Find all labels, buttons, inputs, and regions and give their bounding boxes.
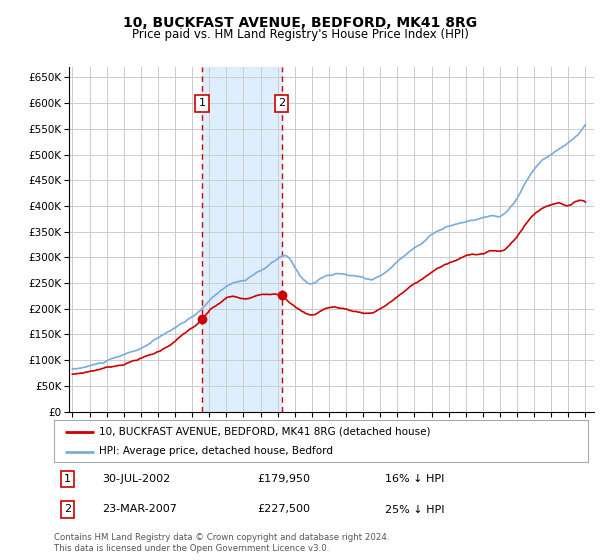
Text: 23-MAR-2007: 23-MAR-2007 — [102, 505, 177, 515]
Text: 10, BUCKFAST AVENUE, BEDFORD, MK41 8RG: 10, BUCKFAST AVENUE, BEDFORD, MK41 8RG — [123, 16, 477, 30]
Text: 2: 2 — [278, 98, 285, 108]
Text: This data is licensed under the Open Government Licence v3.0.: This data is licensed under the Open Gov… — [54, 544, 329, 553]
Text: Contains HM Land Registry data © Crown copyright and database right 2024.: Contains HM Land Registry data © Crown c… — [54, 533, 389, 542]
Text: £179,950: £179,950 — [257, 474, 310, 484]
Text: 16% ↓ HPI: 16% ↓ HPI — [385, 474, 445, 484]
Text: 1: 1 — [64, 474, 71, 484]
Text: 25% ↓ HPI: 25% ↓ HPI — [385, 505, 445, 515]
Text: 30-JUL-2002: 30-JUL-2002 — [102, 474, 170, 484]
Text: 1: 1 — [199, 98, 206, 108]
Text: 10, BUCKFAST AVENUE, BEDFORD, MK41 8RG (detached house): 10, BUCKFAST AVENUE, BEDFORD, MK41 8RG (… — [100, 427, 431, 437]
Bar — [202, 67, 281, 412]
Text: Price paid vs. HM Land Registry's House Price Index (HPI): Price paid vs. HM Land Registry's House … — [131, 28, 469, 41]
Text: £227,500: £227,500 — [257, 505, 310, 515]
Text: HPI: Average price, detached house, Bedford: HPI: Average price, detached house, Bedf… — [100, 446, 334, 456]
Text: 2: 2 — [64, 505, 71, 515]
